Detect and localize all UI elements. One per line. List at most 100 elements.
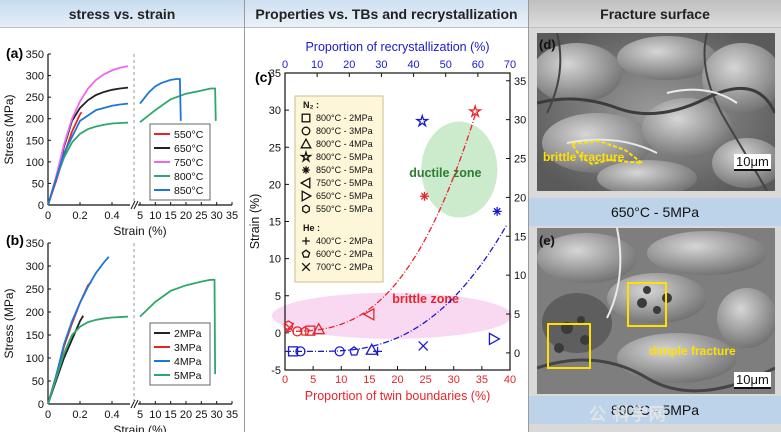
chart-c: ductile zone brittle zone 0 5 10 15 20 25 30 35 40… [248, 40, 526, 403]
legend-marker [301, 190, 313, 202]
y-tick-label: 30 [269, 105, 281, 117]
y2-tick-label: 25 [514, 154, 526, 166]
scale-bar-e: 10μm [734, 372, 771, 389]
legend-label: 750°C - 5MPa [316, 178, 373, 188]
x-tick-label: 30 [211, 409, 223, 421]
recrystallization-point [334, 346, 345, 357]
legend-label: 2MPa [174, 328, 202, 340]
y-tick-label: -5 [271, 365, 281, 377]
scale-bar-d: 10μm [734, 154, 771, 171]
x-tick-label: 5 [137, 409, 143, 421]
recrystallization-point [373, 346, 383, 356]
properties-panel: Properties vs. TBs and recrystallization… [245, 0, 528, 432]
recrystallization-point [492, 206, 502, 216]
legend-label: 4MPa [174, 356, 202, 368]
y2-tick-label: 20 [514, 192, 526, 204]
legend-label: 550°C - 5MPa [316, 204, 373, 214]
x-tick-label: 10 [335, 374, 347, 386]
x-tick-label: 10 [149, 409, 161, 421]
y-tick-label: 300 [26, 71, 44, 83]
x2-tick-label: 0 [282, 59, 288, 71]
ductile-zone [421, 121, 498, 218]
axis-break-mark [130, 200, 136, 210]
y-axis-label: Stress (MPa) [2, 94, 16, 164]
y2-tick-label: 5 [514, 309, 520, 321]
twin-boundary-point [467, 103, 483, 118]
y-tick-label: 250 [26, 92, 44, 104]
legend-label: 3MPa [174, 342, 202, 354]
twin-boundary-point [283, 320, 293, 331]
x-tick-label: 0 [282, 374, 288, 386]
legend-label: 850°C [174, 185, 204, 197]
red-fit-curve [284, 111, 477, 333]
recrystallization-point [295, 346, 306, 357]
y-tick-label: 0 [275, 328, 281, 340]
y-tick-label: 0 [38, 399, 44, 411]
x2-axis-label: Proportion of recrystallization (%) [305, 40, 489, 54]
x-tick-label: 0.2 [72, 210, 87, 222]
panel-label-d: (d) [539, 37, 556, 52]
legend-label: 550°C [174, 129, 204, 141]
legend-marker [299, 177, 311, 189]
x2-tick-label: 20 [343, 59, 355, 71]
x2-tick-label: 30 [375, 59, 387, 71]
y-tick-label: 150 [26, 135, 44, 147]
series-850c-line [139, 78, 182, 121]
x-tick-label: 15 [165, 409, 177, 421]
x-tick-label: 5 [310, 374, 316, 386]
panel-header-middle: Properties vs. TBs and recrystallization [245, 0, 528, 28]
x-tick-label: 30 [211, 210, 223, 222]
brittle-zone-label: brittle zone [392, 292, 459, 306]
x2-tick-label: 60 [472, 59, 484, 71]
chart-a: 0 50 100 150 200 250 300 350 0 0.2 0.4 5 10 15 20 25 30 3… [2, 49, 238, 238]
legend-label: 650°C [174, 143, 204, 155]
y-tick-label: 100 [26, 157, 44, 169]
legend-title: He : [303, 223, 320, 233]
y-axis-label: Strain (%) [248, 194, 262, 250]
legend-marker [300, 137, 312, 149]
x-tick-label: 0.4 [104, 409, 119, 421]
y-tick-label: 100 [26, 353, 44, 365]
legend-label: 650°C - 5MPa [316, 191, 373, 201]
x-tick-label: 35 [226, 210, 238, 222]
y-tick-label: 35 [269, 68, 281, 80]
ductile-zone-label: ductile zone [409, 166, 481, 180]
x-tick-label: 35 [226, 409, 238, 421]
legend-label: 800°C - 3MPa [316, 126, 373, 136]
series-5mpa-line [47, 315, 129, 405]
x-tick-label: 10 [149, 210, 161, 222]
legend: N₂ : 800°C - 2MPa 800°C - 3MPa 800°C - 4MPa… [294, 95, 384, 283]
legend-label: 750°C [174, 157, 204, 169]
legend-label: 800°C - 2MPa [316, 113, 373, 123]
twin-boundary-point [362, 307, 375, 321]
y-tick-label: 300 [26, 261, 44, 273]
brittle-fracture-annotation: brittle fracture [543, 150, 625, 164]
x2-tick-label: 50 [440, 59, 452, 71]
y-axis-label: Stress (MPa) [2, 288, 16, 358]
x-tick-label: 40 [504, 374, 516, 386]
y-tick-label: 150 [26, 330, 44, 342]
legend-marker [302, 237, 310, 245]
x-axis-label: Strain (%) [113, 423, 166, 432]
legend-label: 400°C - 2MPa [316, 236, 373, 246]
y-tick-label: 10 [269, 254, 281, 266]
series-800c-line [139, 87, 217, 123]
twin-boundary-point [292, 326, 303, 337]
y-tick-label: 50 [32, 376, 44, 388]
panel-header-right: Fracture surface [529, 0, 781, 28]
separator-1 [244, 0, 245, 432]
dimple-fracture-annotation: dimple fracture [649, 344, 736, 358]
x-tick-label: 25 [195, 210, 207, 222]
y2-tick-label: 35 [514, 76, 526, 88]
x-tick-label: 0.4 [104, 210, 119, 222]
recrystallization-point [365, 342, 379, 355]
y-tick-label: 0 [38, 200, 44, 212]
y-tick-label: 15 [269, 217, 281, 229]
x-tick-label: 20 [180, 210, 192, 222]
x2-tick-label: 10 [311, 59, 323, 71]
y-tick-label: 50 [32, 178, 44, 190]
series-850c-line [47, 102, 129, 206]
y-tick-label: 20 [269, 179, 281, 191]
panel-label-c: (c) [255, 69, 272, 85]
